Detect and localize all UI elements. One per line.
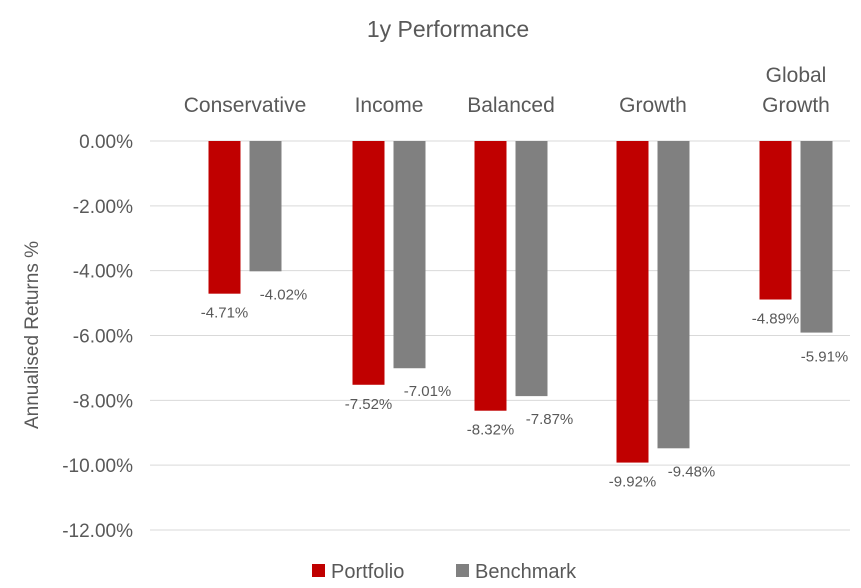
- legend: Portfolio Benchmark: [312, 561, 577, 583]
- y-tick-label: -8.00%: [73, 391, 133, 412]
- bar-benchmark: [249, 141, 282, 272]
- y-tick-label: -2.00%: [73, 197, 133, 218]
- category-label: Growth: [619, 94, 687, 117]
- chart-title: 1y Performance: [367, 16, 529, 42]
- data-label-portfolio: -4.71%: [201, 305, 249, 322]
- bar-benchmark: [657, 141, 690, 449]
- category-label: Income: [355, 94, 424, 117]
- data-label-benchmark: -7.87%: [526, 411, 574, 428]
- y-tick-label: -6.00%: [73, 327, 133, 348]
- legend-swatch-portfolio: [312, 564, 325, 577]
- bar-benchmark: [800, 141, 833, 333]
- legend-label-portfolio: Portfolio: [331, 561, 404, 583]
- legend-label-benchmark: Benchmark: [475, 561, 577, 583]
- y-axis-ticks: 0.00% -2.00% -4.00% -6.00% -8.00% -10.00% -12.…: [62, 132, 133, 542]
- data-label-portfolio: -8.32%: [467, 422, 515, 439]
- category-label: Growth: [762, 94, 830, 117]
- y-tick-label: -10.00%: [62, 456, 133, 477]
- y-axis-label: Annualised Returns %: [22, 241, 43, 429]
- bar-benchmark: [515, 141, 548, 397]
- y-tick-label: -4.00%: [73, 262, 133, 283]
- data-label-portfolio: -4.89%: [752, 311, 800, 328]
- bar-benchmark: [393, 141, 426, 369]
- category-labels: Conservative Income Balanced Growth Global Gr…: [184, 64, 830, 117]
- data-labels: -4.71% -7.52% -8.32% -9.92% -4.89% -4.02% -7.0…: [201, 286, 849, 490]
- y-tick-label: -12.00%: [62, 521, 133, 542]
- bar-portfolio: [352, 141, 385, 385]
- bar-portfolio: [616, 141, 649, 463]
- category-label: Global: [766, 64, 827, 87]
- bar-portfolio: [759, 141, 792, 300]
- bar-portfolio: [208, 141, 241, 294]
- data-label-portfolio: -9.92%: [609, 474, 657, 491]
- bars: [208, 141, 833, 463]
- y-tick-label: 0.00%: [79, 132, 133, 153]
- data-label-benchmark: -7.01%: [404, 383, 452, 400]
- data-label-portfolio: -7.52%: [345, 396, 393, 413]
- legend-swatch-benchmark: [456, 564, 469, 577]
- data-label-benchmark: -4.02%: [260, 286, 308, 303]
- bar-portfolio: [474, 141, 507, 411]
- category-label: Conservative: [184, 94, 307, 117]
- category-label: Balanced: [467, 94, 555, 117]
- data-label-benchmark: -5.91%: [801, 349, 849, 366]
- data-label-benchmark: -9.48%: [668, 463, 716, 480]
